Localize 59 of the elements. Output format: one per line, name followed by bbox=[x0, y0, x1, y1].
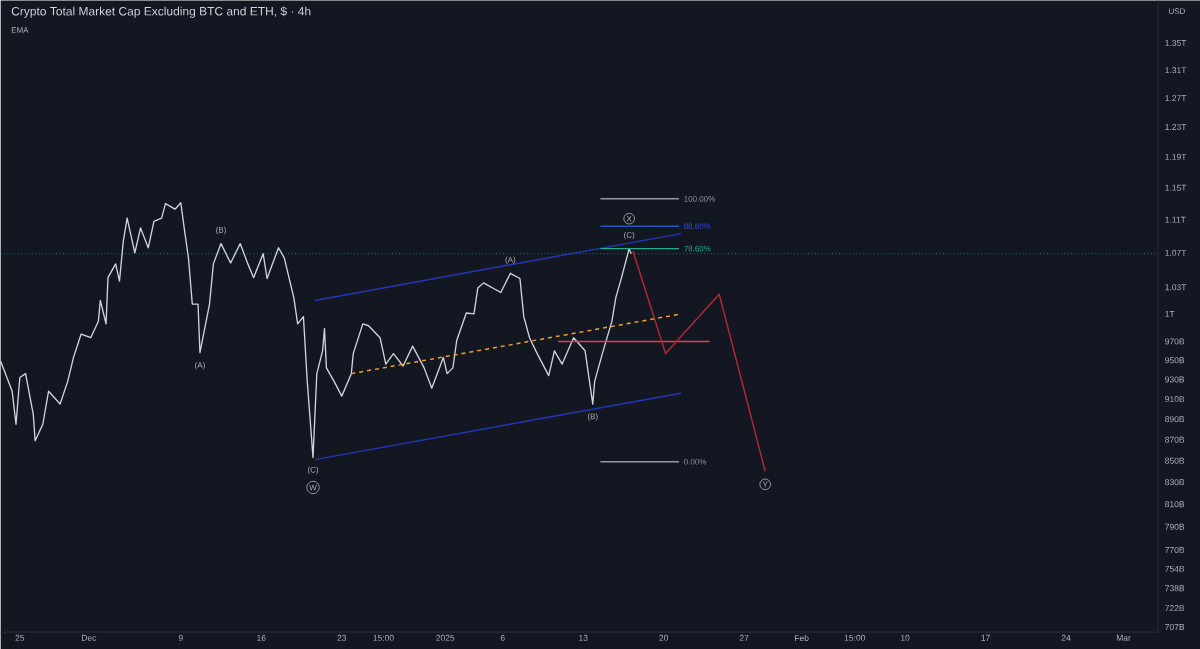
y-tick-label: 810B bbox=[1165, 501, 1185, 508]
x-tick-label: 9 bbox=[178, 634, 183, 641]
x-tick-label: Mar bbox=[1116, 634, 1131, 641]
annotation: (C) bbox=[624, 231, 635, 240]
y-tick-label: 1.07T bbox=[1165, 249, 1187, 256]
y-tick-label: 850B bbox=[1165, 457, 1185, 464]
line-series bbox=[632, 250, 766, 473]
y-tick-label: 930B bbox=[1165, 376, 1185, 383]
y-tick-label: 722B bbox=[1165, 605, 1185, 611]
x-tick-label: Feb bbox=[794, 634, 809, 642]
x-tick-label: 27 bbox=[739, 634, 749, 641]
y-tick-label: 1.31T bbox=[1165, 67, 1187, 74]
y-tick-label: 707B bbox=[1165, 623, 1185, 630]
series-label: 100.00% bbox=[684, 195, 715, 202]
y-tick-label: 1.03T bbox=[1165, 284, 1187, 291]
annotation: (B) bbox=[216, 226, 226, 235]
annotation: W bbox=[309, 484, 317, 491]
y-tick-label: 1.35T bbox=[1165, 39, 1187, 46]
y-tick-label: 1T bbox=[1165, 310, 1175, 317]
y-tick-label: 970B bbox=[1165, 338, 1185, 345]
x-tick-label: 20 bbox=[659, 634, 669, 641]
y-tick-label: 870B bbox=[1165, 436, 1185, 443]
annotation: (C) bbox=[307, 466, 319, 475]
x-tick-label: 15:00 bbox=[844, 634, 866, 641]
x-tick-label: 13 bbox=[579, 634, 588, 641]
y-tick-label: 830B bbox=[1165, 479, 1185, 486]
y-tick-label: 738B bbox=[1165, 585, 1185, 592]
annotation: (B) bbox=[587, 413, 598, 421]
x-tick-label: 15:00 bbox=[373, 634, 394, 641]
y-tick-label: 1.27T bbox=[1165, 95, 1187, 102]
y-tick-label: 910B bbox=[1165, 396, 1185, 403]
series-label: 78.60% bbox=[684, 245, 711, 252]
y-tick-label: 1.11T bbox=[1165, 216, 1186, 223]
annotation: X bbox=[626, 215, 632, 222]
x-tick-label: 10 bbox=[901, 634, 910, 641]
y-tick-label: 790B bbox=[1165, 523, 1185, 530]
x-tick-label: 17 bbox=[981, 634, 990, 641]
annotation: (A) bbox=[195, 361, 205, 370]
x-tick-label: Dec bbox=[81, 634, 97, 641]
y-tick-label: 950B bbox=[1165, 357, 1185, 364]
annotation: (A) bbox=[505, 256, 516, 264]
chart-title: Crypto Total Market Cap Excluding BTC and ETH, $ · 4h bbox=[11, 6, 311, 18]
y-tick-label: 890B bbox=[1165, 416, 1185, 423]
series-label: 0.00% bbox=[684, 458, 707, 465]
annotation: EMA bbox=[11, 27, 29, 33]
y-tick-label: 770B bbox=[1165, 546, 1185, 553]
x-tick-label: 24 bbox=[1061, 634, 1071, 641]
x-tick-label: 25 bbox=[15, 634, 25, 641]
y-tick-label: 1.15T bbox=[1165, 184, 1187, 191]
annotation: Y bbox=[762, 481, 768, 488]
y-tick-label: 1.19T bbox=[1165, 153, 1187, 160]
series-label: 88.60% bbox=[684, 223, 711, 229]
x-tick-label: 23 bbox=[337, 634, 347, 641]
x-tick-label: 6 bbox=[500, 634, 505, 641]
x-tick-label: 16 bbox=[257, 634, 266, 641]
text: USD bbox=[1169, 8, 1186, 14]
x-tick-label: 2025 bbox=[436, 634, 455, 641]
y-tick-label: 754B bbox=[1165, 565, 1185, 572]
y-tick-label: 1.23T bbox=[1165, 123, 1187, 130]
